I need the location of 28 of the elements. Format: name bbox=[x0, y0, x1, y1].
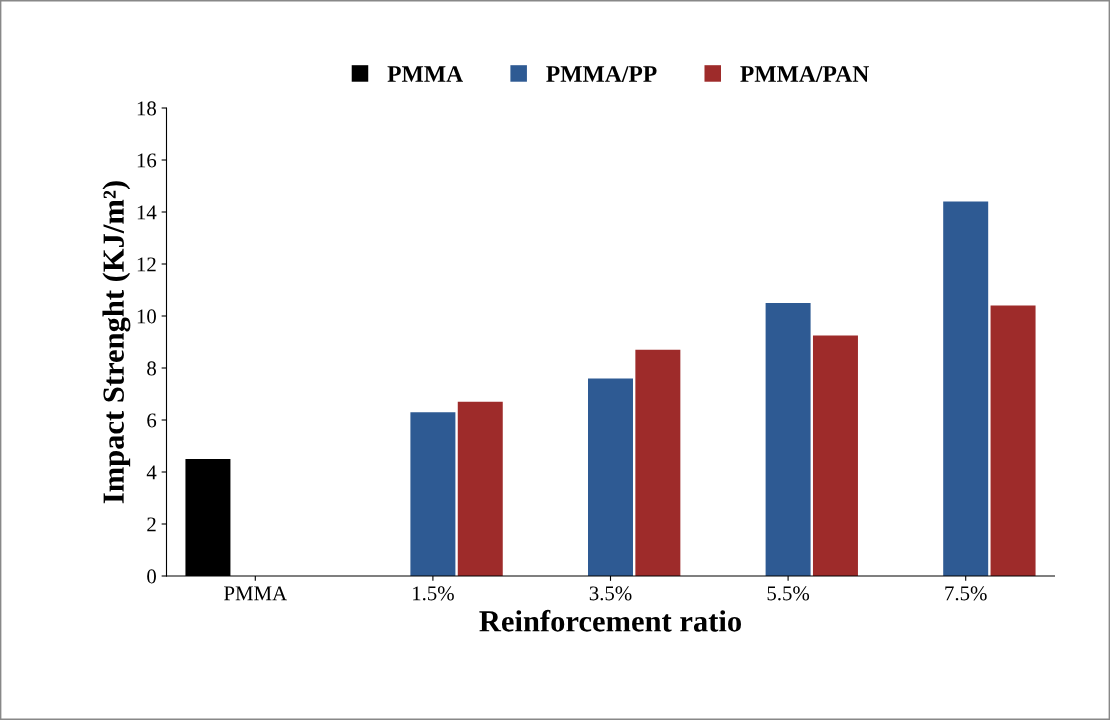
bar bbox=[765, 303, 811, 576]
y-tick-label: 6 bbox=[147, 413, 157, 428]
y-tick-label: 2 bbox=[147, 517, 156, 532]
y-tick-label: 0 bbox=[147, 569, 156, 584]
y-tick-label: 16 bbox=[137, 153, 157, 168]
x-tick-label: 7.5% bbox=[945, 586, 987, 601]
y-axis-title: Impact Strenght (KJ/m²) bbox=[102, 181, 131, 504]
bar bbox=[457, 401, 503, 576]
legend-label: PMMA/PP bbox=[546, 66, 657, 82]
y-tick-label: 4 bbox=[146, 465, 157, 480]
legend-label: PMMA bbox=[387, 66, 463, 82]
bar bbox=[410, 412, 456, 576]
x-tick-label: 3.5% bbox=[589, 586, 632, 601]
x-axis-title: Reinforcement ratio bbox=[479, 609, 741, 632]
bar bbox=[635, 349, 681, 576]
x-tick-label: 1.5% bbox=[413, 586, 454, 601]
x-tick-label: 5.5% bbox=[767, 586, 810, 601]
y-tick-label: 8 bbox=[147, 361, 156, 376]
y-tick-label: 14 bbox=[137, 205, 157, 220]
bar bbox=[943, 201, 989, 576]
y-tick-label: 18 bbox=[137, 101, 156, 116]
y-tick-label: 12 bbox=[137, 257, 156, 272]
legend-label: PMMA/PAN bbox=[740, 66, 869, 82]
x-tick-label: PMMA bbox=[224, 586, 287, 601]
y-tick-label: 10 bbox=[137, 309, 156, 324]
bar bbox=[588, 378, 633, 576]
bar bbox=[990, 305, 1036, 576]
bar bbox=[812, 335, 858, 576]
